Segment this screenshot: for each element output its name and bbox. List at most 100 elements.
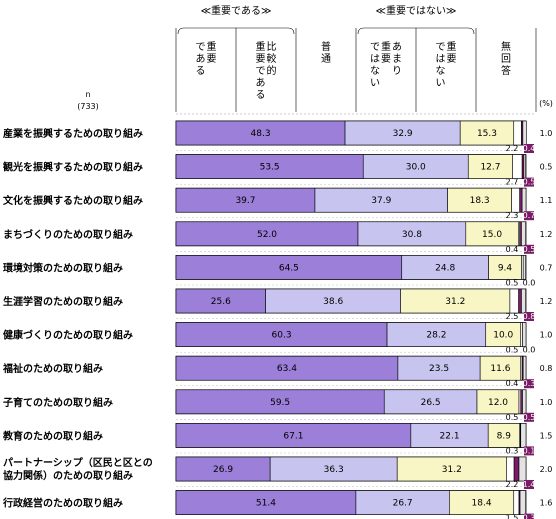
data-label: 0.3: [523, 514, 536, 519]
data-label: 0.0: [523, 278, 536, 287]
data-label: 1.0: [540, 331, 553, 340]
bar-segment: [175, 389, 385, 415]
series-header-char: 重: [381, 40, 391, 53]
bar-segment: [175, 120, 346, 146]
data-label: 26.9: [213, 465, 233, 475]
category-label: 生涯学習のための取り組み: [3, 295, 123, 308]
data-label: 51.4: [256, 499, 276, 509]
small-value-tag: [524, 513, 534, 519]
series-header-char: 無: [501, 40, 511, 53]
data-label: 1.6: [540, 499, 553, 508]
data-label: 1.5: [506, 514, 519, 519]
data-label: 64.5: [279, 263, 299, 273]
data-label: 2.2: [506, 480, 519, 489]
data-label: 0.5: [523, 178, 536, 187]
data-label: 37.9: [371, 196, 391, 206]
bar-segment: [175, 456, 271, 482]
data-label: 2.0: [540, 465, 553, 474]
data-label: 0.5: [523, 413, 536, 422]
data-label: 12.7: [480, 163, 500, 173]
bar-segment: [487, 423, 520, 448]
chart-header: ≪重要である≫ ≪重要ではない≫重要である比較的重要である普通あまり重要ではない重…: [77, 4, 553, 115]
group-label: ≪重要ではない≫: [376, 4, 457, 17]
data-label: 0.4: [506, 379, 519, 388]
series-header-char: り: [392, 65, 402, 77]
bar-segment: [175, 288, 266, 314]
bar-segment: [175, 221, 359, 247]
data-label: 30.0: [406, 163, 426, 173]
bar-segment: [449, 490, 515, 515]
data-label: 1.0: [540, 129, 553, 138]
series-header-char: 的: [267, 64, 277, 77]
bar-segment: [397, 355, 481, 381]
bar-segment: [522, 255, 526, 280]
data-label: 2.7: [506, 178, 519, 187]
bar-segment: [512, 154, 523, 179]
bar-segment: [396, 456, 507, 482]
data-label: 0.8: [540, 364, 553, 373]
series-header-char: 通: [321, 53, 331, 65]
data-label: 0.1: [523, 446, 536, 455]
data-label: 0.5: [506, 346, 519, 355]
bar-segment: [513, 456, 520, 482]
data-label: 67.1: [283, 431, 303, 441]
group-bracket-not-important: [357, 27, 475, 35]
bar-segment: [386, 322, 487, 347]
series-header-char: 重: [207, 40, 217, 53]
bar-segment: [518, 456, 527, 482]
bar-segment: [175, 187, 316, 213]
series-header-char: あ: [392, 41, 402, 53]
series-header-char: 要: [447, 53, 457, 65]
category-label: 環境対策のための取り組み: [3, 261, 123, 274]
small-value-tag: [524, 177, 534, 187]
data-label: 0.5: [506, 278, 519, 287]
data-label: 59.5: [270, 398, 290, 408]
bar-segment: [357, 221, 467, 247]
bar-segment: [521, 221, 526, 247]
unit-label: (%): [539, 99, 553, 108]
bar-segment: [513, 490, 520, 515]
series-header-char: る: [256, 89, 266, 101]
bar-segment: [175, 255, 403, 280]
series-header-char: な: [370, 65, 380, 77]
data-label: 0.5: [540, 163, 553, 172]
data-label: 52.0: [257, 230, 277, 240]
group-bracket-important: [177, 27, 295, 35]
small-value-tag: [524, 312, 534, 321]
series-header-char: い: [436, 78, 446, 89]
data-label: 1.5: [540, 431, 553, 440]
bar-segment: [522, 322, 527, 347]
group-label: ≪重要である≫: [201, 4, 272, 17]
bar-segment: [362, 154, 469, 179]
data-label: 23.5: [429, 364, 449, 374]
small-value-tag: [524, 211, 534, 221]
data-label: 60.3: [272, 331, 292, 341]
data-label: 0.7: [540, 263, 553, 272]
series-header-char: 答: [501, 64, 511, 77]
series-header-char: あ: [256, 77, 266, 89]
n-label: n: [85, 90, 90, 99]
data-label: 0.5: [523, 245, 536, 254]
small-value-tag: [524, 446, 534, 456]
series-header-char: 比: [267, 41, 277, 53]
bar-segment: [522, 389, 527, 415]
bar-segment: [506, 456, 515, 482]
data-label: 18.4: [472, 499, 492, 509]
bar-segment: [518, 288, 522, 314]
data-label: 28.2: [426, 331, 446, 341]
data-label: 22.1: [440, 431, 460, 441]
series-header-char: で: [256, 66, 266, 77]
bar-segment: [520, 423, 527, 448]
data-label: 0.0: [523, 346, 536, 355]
category-label: 行政経営のための取り組み: [2, 497, 123, 510]
bar-segment: [488, 255, 522, 280]
series-header-char: あ: [196, 53, 206, 65]
data-label: 9.4: [498, 263, 513, 273]
category-label: 文化を振興するための取り組み: [3, 194, 143, 207]
n-value: (733): [77, 102, 99, 111]
series-header-char: で: [370, 42, 380, 53]
data-label: 63.4: [277, 364, 297, 374]
bar-segment: [459, 120, 515, 146]
data-label: 39.7: [235, 196, 255, 206]
data-label: 26.7: [393, 499, 413, 509]
